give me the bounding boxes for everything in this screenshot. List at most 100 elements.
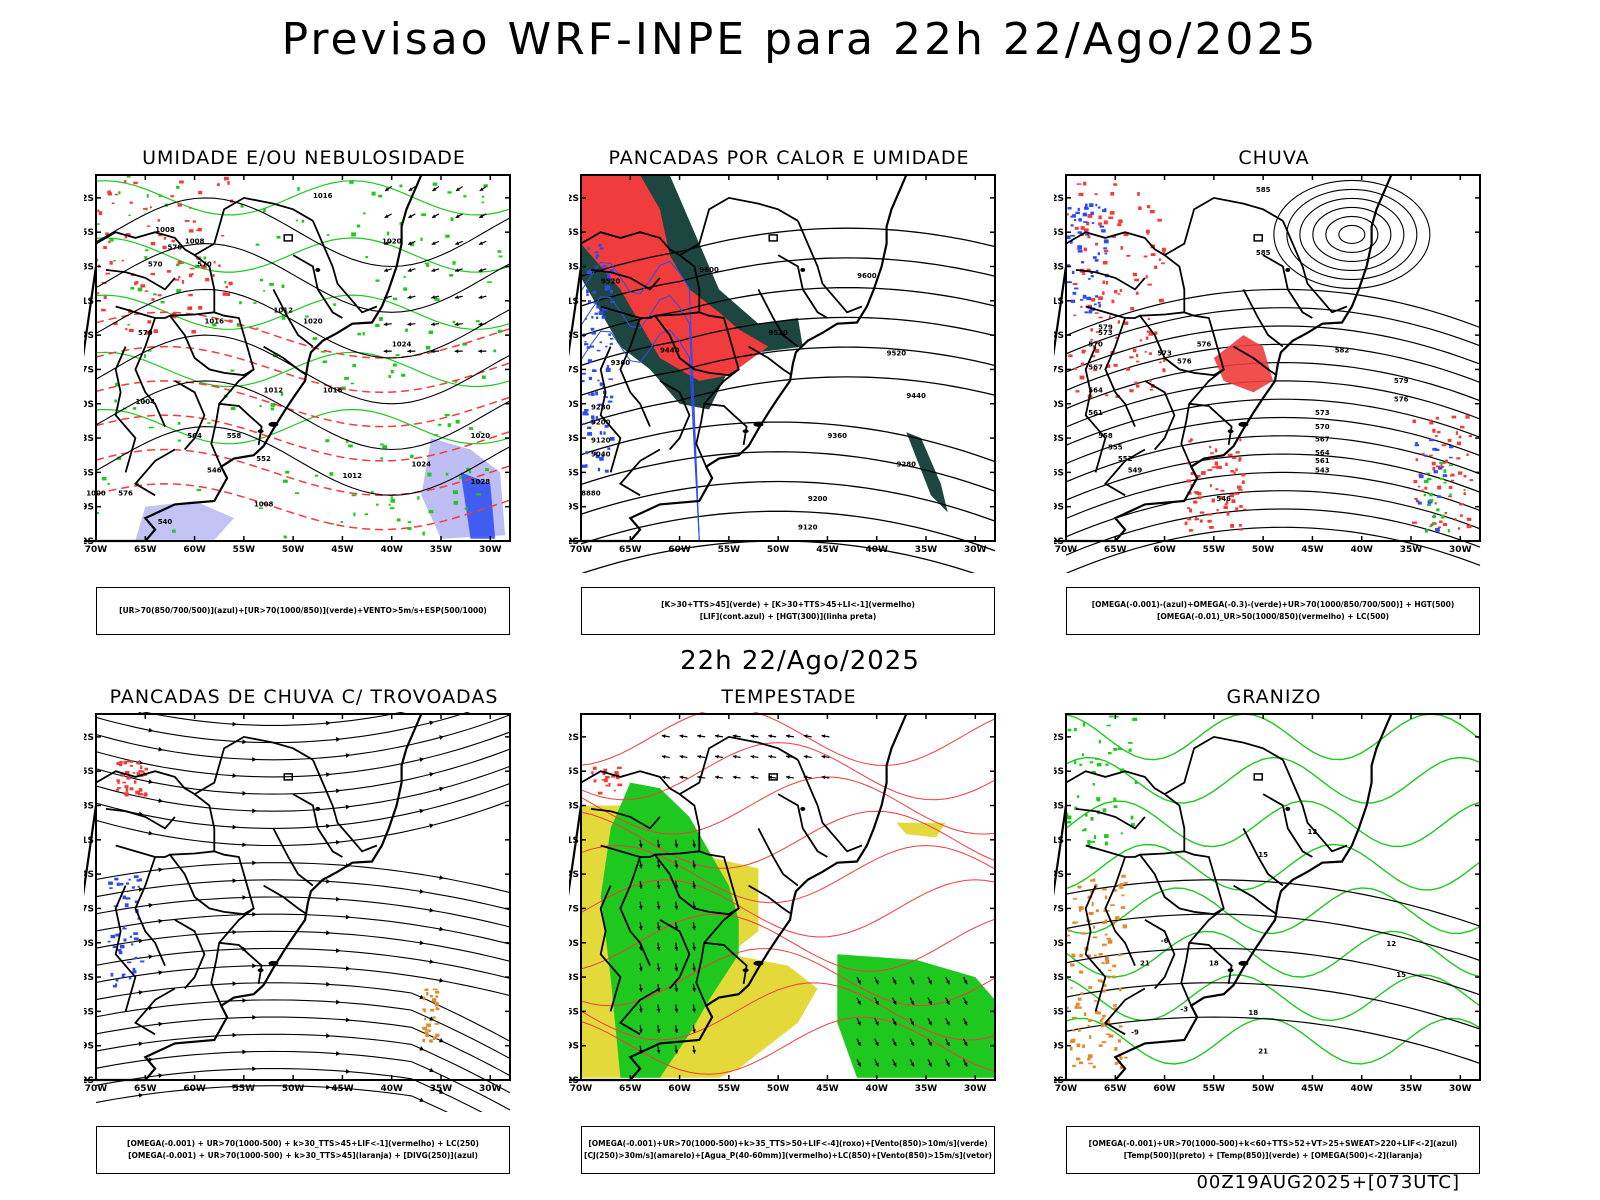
omega-blue-speck xyxy=(1074,287,1079,290)
humidity-lower-speck xyxy=(143,354,146,358)
humidity-lower-speck xyxy=(179,262,185,264)
lon-label: 35W xyxy=(430,545,453,555)
streamline-arrow xyxy=(242,1049,247,1055)
water-contour xyxy=(580,913,996,972)
thickness-speck xyxy=(184,219,190,222)
streamline xyxy=(95,1016,511,1077)
rain-south-speck xyxy=(1197,496,1202,500)
omega-red-speck xyxy=(1111,299,1115,304)
omega-red-speck xyxy=(1074,367,1077,370)
hgt300-contour xyxy=(580,421,996,463)
thunder-red-speck xyxy=(126,775,131,780)
contour-label: 1004 xyxy=(136,398,156,406)
omega500-orange-speck xyxy=(1103,984,1107,987)
divergence-blue-speck xyxy=(119,944,125,949)
rain-east-speck xyxy=(1459,514,1463,517)
wind-vector-head xyxy=(478,349,482,354)
streamline-arrow xyxy=(326,930,331,936)
omega-red-speck xyxy=(1148,334,1153,336)
thickness-speck xyxy=(143,208,147,210)
lon-label: 55W xyxy=(233,545,256,555)
contour-label: 9200 xyxy=(808,495,828,503)
divergence-blue-speck xyxy=(122,927,127,930)
thunder-orange-speck xyxy=(435,990,440,994)
country-border xyxy=(1085,305,1185,319)
omega-red-speck xyxy=(1113,183,1118,186)
temp850-green-speck xyxy=(1098,739,1101,744)
lon-label: 65W xyxy=(619,545,642,555)
omega500-orange-speck xyxy=(1112,888,1117,892)
wind-vector-head xyxy=(963,1041,968,1046)
humidity-lower-speck xyxy=(392,363,397,367)
streamline-arrow xyxy=(419,940,425,946)
thunder-orange-speck xyxy=(424,1031,429,1034)
wind-vector-head xyxy=(638,843,643,848)
omega-red-speck xyxy=(1094,312,1099,314)
wind-vector-head xyxy=(407,349,411,354)
lagoa-dos-patos xyxy=(1238,421,1249,427)
rain-east-speck xyxy=(1439,520,1443,523)
humidity-lower-speck xyxy=(203,256,207,260)
high-pressure-contour xyxy=(1273,179,1431,290)
contour-label: 552 xyxy=(1118,455,1133,463)
hgt500-contour xyxy=(1065,361,1481,410)
omega500-orange-speck xyxy=(1080,992,1084,996)
water-contour xyxy=(580,844,996,904)
temp850-contour xyxy=(1065,930,1481,978)
omega500-orange-speck xyxy=(1088,911,1094,915)
streamline xyxy=(95,782,511,829)
rain-south-speck xyxy=(1207,469,1213,472)
wind-vector-head xyxy=(679,754,684,759)
country-border xyxy=(580,770,735,892)
temp850-green-speck xyxy=(1074,806,1078,810)
rain-south-speck xyxy=(1239,438,1242,442)
country-border xyxy=(292,254,343,319)
federal-district xyxy=(768,773,778,781)
streamline-arrow xyxy=(252,1066,257,1072)
coastline xyxy=(84,174,423,543)
lif-speck xyxy=(605,345,608,348)
lon-label: 70W xyxy=(85,1084,108,1094)
federal-district xyxy=(1253,234,1263,242)
lon-label: 55W xyxy=(718,545,741,555)
thunder-orange-speck xyxy=(435,1033,440,1037)
omega-blue-speck xyxy=(1078,218,1082,222)
humidity-lower-speck xyxy=(478,431,482,433)
wind-vector-head xyxy=(857,1041,861,1046)
temp850-green-speck xyxy=(1082,829,1085,832)
wind-vector-head xyxy=(478,268,483,272)
humidity-lower-speck xyxy=(329,472,334,476)
lat-label: 39S xyxy=(84,1042,94,1052)
omega-blue-speck xyxy=(1082,212,1088,217)
lagoa-mirim xyxy=(257,968,264,972)
rain-east-speck xyxy=(1440,464,1443,467)
humidity-lower-speck xyxy=(425,345,431,350)
lif-speck xyxy=(595,254,600,258)
humidity-lower-speck xyxy=(269,282,274,286)
streamline-arrow xyxy=(232,721,237,727)
country-border xyxy=(1075,269,1146,291)
streamline-arrow xyxy=(326,1084,331,1090)
omega500-orange-speck xyxy=(1104,957,1109,961)
thunder-orange-speck xyxy=(434,1035,438,1039)
contour-label: 1012 xyxy=(264,386,284,394)
omega500-orange-speck xyxy=(1103,909,1107,912)
omega-red-speck xyxy=(1083,247,1088,252)
omega500-orange-speck xyxy=(1077,885,1082,889)
thickness-speck xyxy=(212,274,215,277)
lif-speck xyxy=(609,342,613,345)
humidity-lower-speck xyxy=(376,503,379,506)
lat-label: 36S xyxy=(1054,468,1064,478)
omega500-orange-speck xyxy=(1112,975,1116,979)
rain-east-speck xyxy=(1436,465,1441,468)
omega-red-speck xyxy=(1150,253,1156,257)
panel-trovoadas: PANCADAS DE CHUVA C/ TROVOADAS 12S15S18S… xyxy=(84,686,524,1174)
lif-speck xyxy=(609,269,614,273)
thunder-orange-speck xyxy=(435,995,439,998)
omega-red-speck xyxy=(1139,339,1143,342)
lat-label: 24S xyxy=(569,331,579,341)
rain-east-speck xyxy=(1456,457,1461,460)
lat-label: 21S xyxy=(569,297,579,307)
rain-east-speck xyxy=(1429,421,1434,425)
thickness-speck xyxy=(177,203,183,207)
